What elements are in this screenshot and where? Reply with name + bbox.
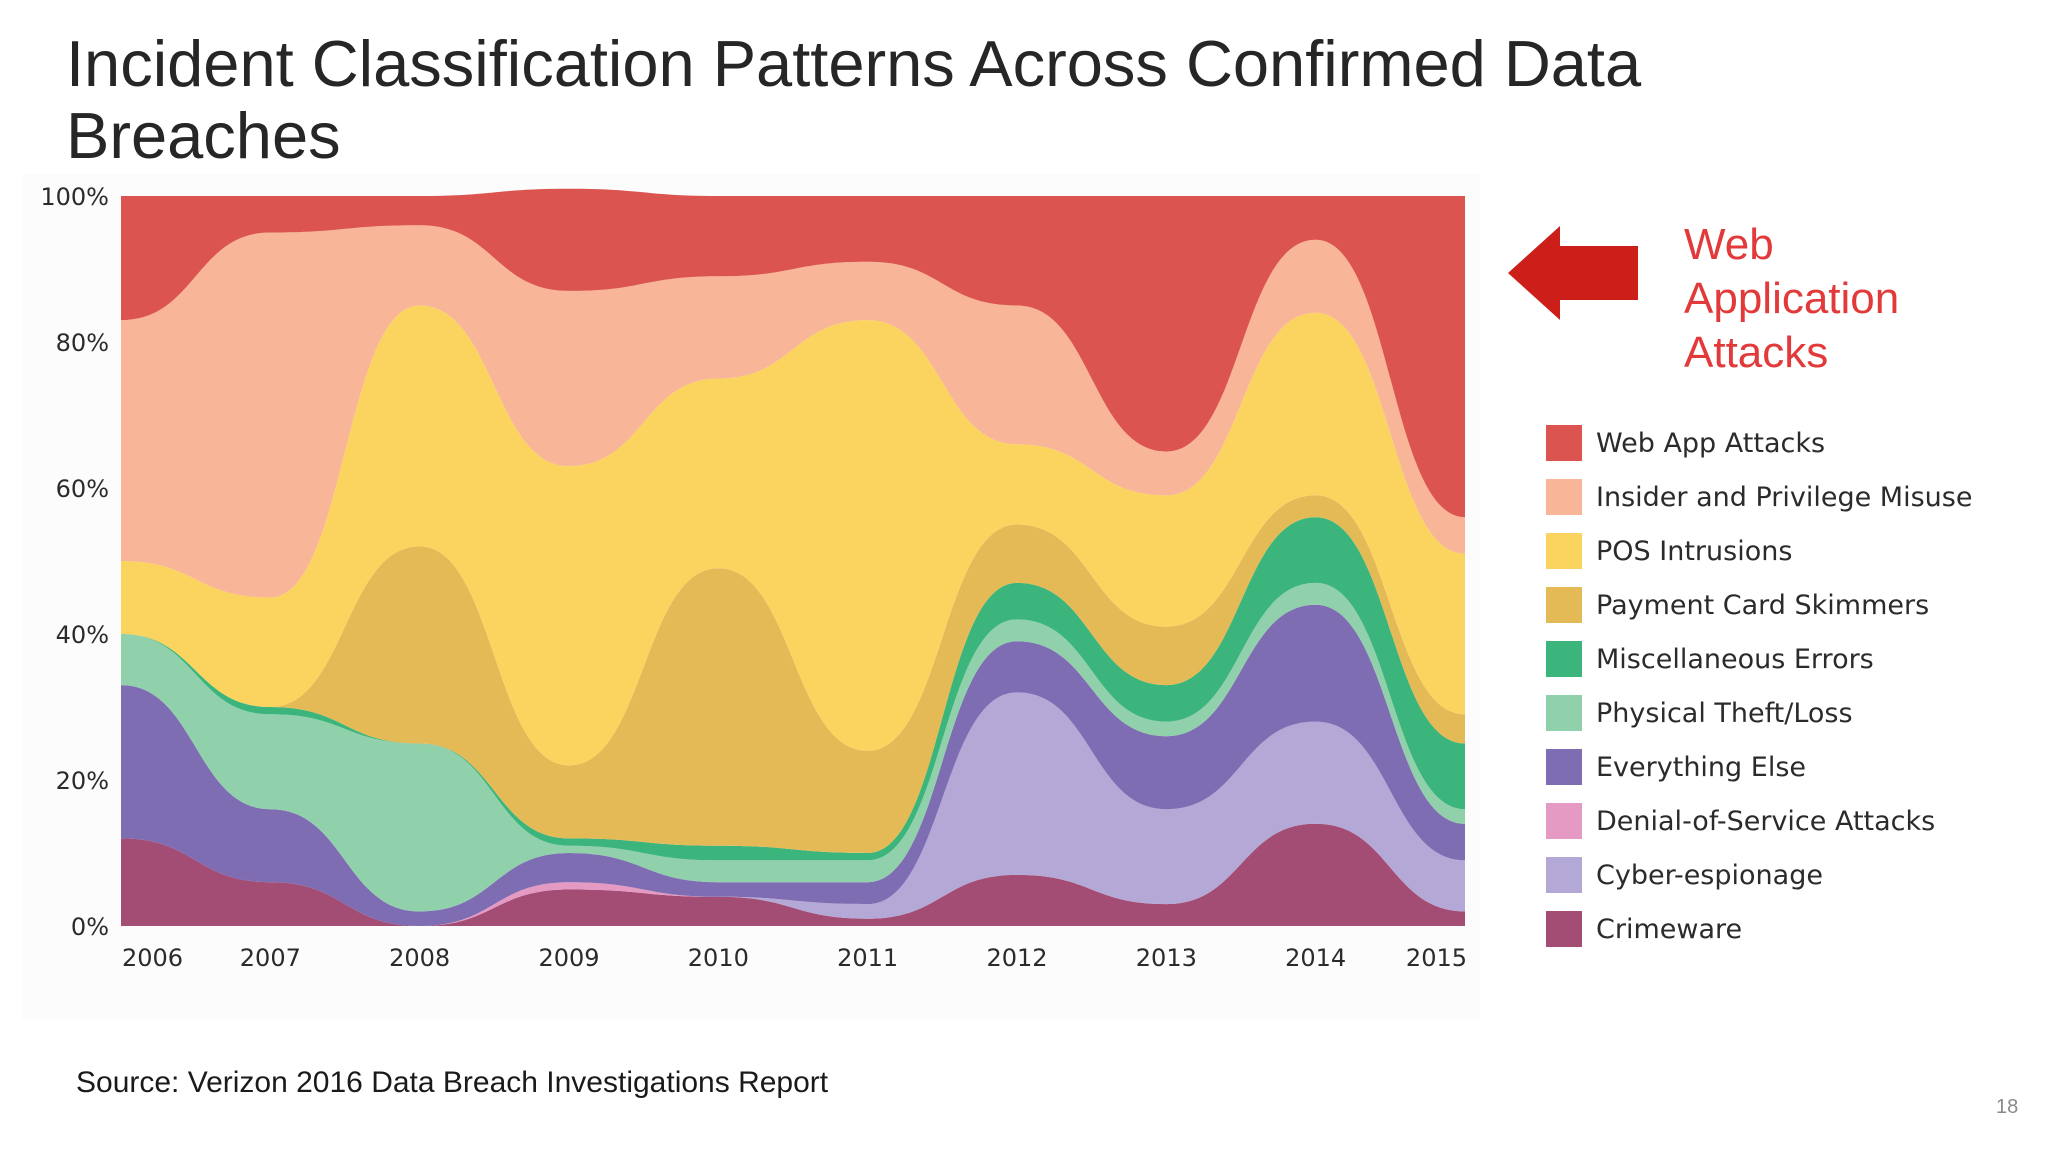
legend-label: Denial-of-Service Attacks bbox=[1596, 805, 1936, 837]
x-tick-label: 2006 bbox=[122, 944, 183, 972]
legend-label: Crimeware bbox=[1596, 913, 1743, 945]
chart-panel: 0% 20% 40% 60% 80% 100% 2006 2007 2008 2009 2010 2… bbox=[22, 174, 1480, 1020]
y-tick-label: 0% bbox=[71, 913, 109, 941]
area-cyber-espionage bbox=[121, 692, 1465, 926]
y-tick-label: 20% bbox=[56, 767, 109, 795]
x-tick-label: 2015 bbox=[1406, 944, 1467, 972]
x-axis-ticks: 2006 2007 2008 2009 2010 2011 2012 2013 2014 2015 bbox=[122, 944, 1467, 972]
legend-item: Web App Attacks bbox=[1546, 416, 2026, 470]
legend-item: Crimeware bbox=[1546, 902, 2026, 956]
legend-label: Cyber-espionage bbox=[1596, 859, 1823, 891]
legend-label: Miscellaneous Errors bbox=[1596, 643, 1874, 675]
x-tick-label: 2014 bbox=[1285, 944, 1346, 972]
legend-swatch bbox=[1546, 425, 1582, 461]
stacked-area-chart: 0%20%40%60%80%100% 2006 2007 2008 2009 2010 2… bbox=[40, 183, 1467, 972]
y-tick-label: 80% bbox=[56, 329, 109, 357]
area-crimeware bbox=[121, 823, 1465, 926]
legend-swatch bbox=[1546, 695, 1582, 731]
legend-label: Payment Card Skimmers bbox=[1596, 589, 1930, 621]
callout-line: Attacks bbox=[1684, 328, 1829, 377]
callout-line: Application bbox=[1684, 274, 1900, 323]
x-tick-label: 2007 bbox=[240, 944, 301, 972]
legend-label: Physical Theft/Loss bbox=[1596, 697, 1853, 729]
slide-title: Incident Classification Patterns Across … bbox=[66, 27, 1642, 172]
legend-item: Denial-of-Service Attacks bbox=[1546, 794, 2026, 848]
legend-item: Insider and Privilege Misuse bbox=[1546, 470, 2026, 524]
legend-item: Physical Theft/Loss bbox=[1546, 686, 2026, 740]
y-tick-label: 60% bbox=[56, 475, 109, 503]
y-axis-ticks: 0% 20% 40% 60% 80% 100% bbox=[40, 183, 109, 941]
legend-item: Cyber-espionage bbox=[1546, 848, 2026, 902]
legend-label: Everything Else bbox=[1596, 751, 1807, 783]
area-physical-theft-loss bbox=[121, 582, 1465, 912]
legend-swatch bbox=[1546, 533, 1582, 569]
y-tick-label: 40% bbox=[56, 621, 109, 649]
x-tick-label: 2008 bbox=[389, 944, 450, 972]
area-insider-and-privilege-misuse bbox=[121, 225, 1465, 598]
slide-number: 18 bbox=[1996, 1096, 2019, 1118]
legend-swatch bbox=[1546, 641, 1582, 677]
chart-legend: Web App Attacks Insider and Privilege Mis… bbox=[1546, 416, 2026, 956]
y-tick-label: 100% bbox=[40, 183, 109, 211]
x-tick-label: 2013 bbox=[1136, 944, 1197, 972]
x-tick-label: 2011 bbox=[837, 944, 898, 972]
legend-item: Payment Card Skimmers bbox=[1546, 578, 2026, 632]
legend-item: Everything Else bbox=[1546, 740, 2026, 794]
legend-swatch bbox=[1546, 587, 1582, 623]
legend-label: Insider and Privilege Misuse bbox=[1596, 481, 1973, 513]
area-everything-else bbox=[121, 604, 1465, 926]
x-tick-label: 2010 bbox=[688, 944, 749, 972]
callout-line: Web bbox=[1684, 220, 1774, 269]
legend-swatch bbox=[1546, 479, 1582, 515]
x-tick-label: 2012 bbox=[986, 944, 1047, 972]
legend-label: Web App Attacks bbox=[1596, 427, 1826, 459]
source-note: Source: Verizon 2016 Data Breach Investi… bbox=[76, 1066, 829, 1099]
x-tick-label: 2009 bbox=[538, 944, 599, 972]
chart-areas bbox=[121, 188, 1465, 926]
legend-swatch bbox=[1546, 749, 1582, 785]
left-arrow-icon bbox=[1508, 226, 1638, 320]
web-application-attacks-callout: Web Application Attacks bbox=[1684, 218, 1984, 380]
area-miscellaneous-errors bbox=[121, 517, 1465, 861]
area-payment-card-skimmers bbox=[121, 495, 1465, 853]
legend-swatch bbox=[1546, 857, 1582, 893]
area-pos-intrusions bbox=[121, 305, 1465, 766]
area-web-app-attacks bbox=[121, 188, 1465, 518]
legend-label: POS Intrusions bbox=[1596, 535, 1793, 567]
legend-item: POS Intrusions bbox=[1546, 524, 2026, 578]
legend-item: Miscellaneous Errors bbox=[1546, 632, 2026, 686]
legend-swatch bbox=[1546, 911, 1582, 947]
legend-swatch bbox=[1546, 803, 1582, 839]
